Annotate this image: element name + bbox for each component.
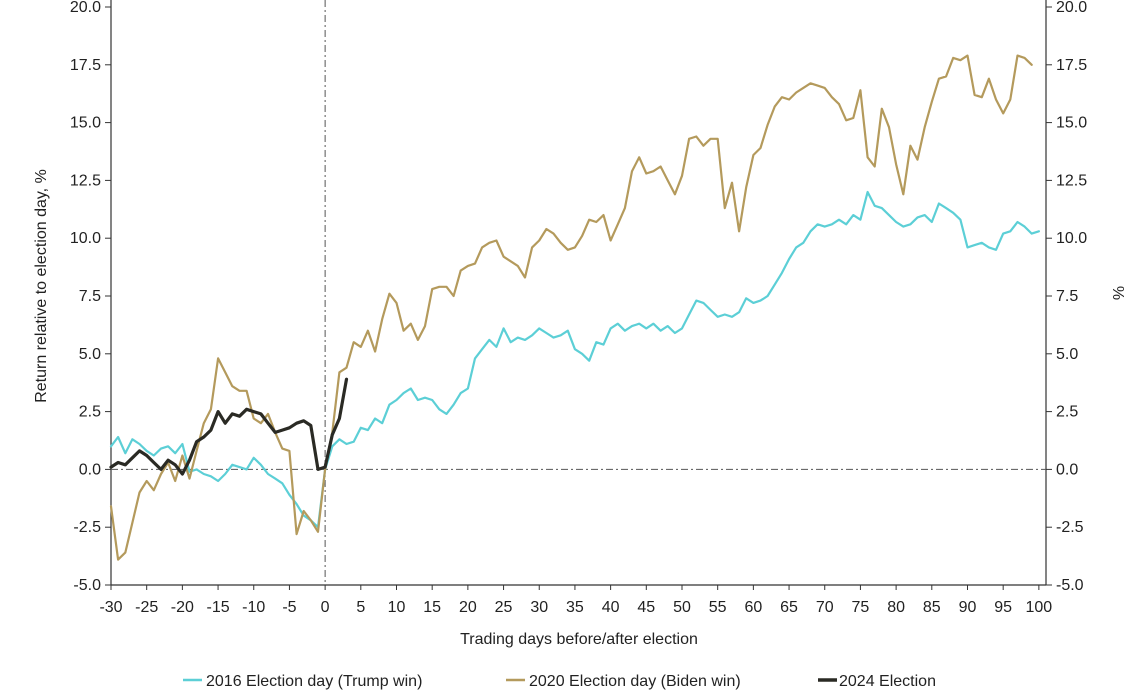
- y-tick-label-right: 0.0: [1056, 461, 1078, 478]
- axes: [110, 0, 1047, 586]
- x-tick-label: 45: [637, 599, 655, 616]
- y-tick-label-right: 15.0: [1056, 115, 1087, 132]
- x-tick-label: -30: [99, 599, 122, 616]
- x-tick-label: 0: [321, 599, 330, 616]
- y-tick-label-right: 2.5: [1056, 404, 1078, 421]
- x-tick-label: 25: [495, 599, 513, 616]
- x-tick-label: 85: [923, 599, 941, 616]
- y-tick-label-right: 10.0: [1056, 230, 1087, 247]
- y-tick-label-left: 2.5: [79, 404, 101, 421]
- y-tick-label-left: 7.5: [79, 288, 101, 305]
- series-line-2016: [109, 190, 1040, 529]
- x-tick-label: -15: [206, 599, 229, 616]
- y-tick-label-left: 5.0: [79, 346, 101, 363]
- y-tick-label-right: -2.5: [1056, 519, 1084, 536]
- x-tick-label: 90: [959, 599, 977, 616]
- series-line-2024: [109, 377, 349, 476]
- x-tick-label: 95: [994, 599, 1012, 616]
- x-tick-label: 65: [780, 599, 798, 616]
- y-tick-label-right: -5.0: [1056, 577, 1084, 594]
- x-tick-label: 50: [673, 599, 691, 616]
- x-tick-label: 5: [356, 599, 365, 616]
- x-tick-label: 40: [602, 599, 620, 616]
- x-tick-label: 10: [388, 599, 406, 616]
- y-tick-label-left: 20.0: [70, 0, 101, 16]
- y-tick-label-right: 7.5: [1056, 288, 1078, 305]
- x-tick-label: 20: [459, 599, 477, 616]
- reference-lines: [111, 0, 1046, 585]
- y-tick-label-left: 0.0: [79, 461, 101, 478]
- x-tick-label: 15: [423, 599, 441, 616]
- x-tick-label: -20: [171, 599, 194, 616]
- x-tick-label: 70: [816, 599, 834, 616]
- x-tick-label: -25: [135, 599, 158, 616]
- series-layer: [109, 54, 1040, 561]
- legend-label: 2024 Election: [839, 673, 936, 690]
- y-tick-label-right: 5.0: [1056, 346, 1078, 363]
- y-axis-left-label: Return relative to election day, %: [33, 169, 50, 403]
- x-tick-label: 35: [566, 599, 584, 616]
- y-tick-label-left: 10.0: [70, 230, 101, 247]
- y-tick-label-left: 12.5: [70, 172, 101, 189]
- x-tick-label: -5: [282, 599, 296, 616]
- x-axis-label: Trading days before/after election: [460, 631, 698, 648]
- y-tick-label-left: -5.0: [73, 577, 101, 594]
- x-tick-label: 80: [887, 599, 905, 616]
- x-tick-label: 75: [852, 599, 870, 616]
- y-axis-left-ticks: -5.0 -2.5 0.0 2.5 5.0 7.5 10.0 12.5 15.0 17.5 20.0: [70, 0, 111, 594]
- x-tick-label: 55: [709, 599, 727, 616]
- x-tick-label: -10: [242, 599, 265, 616]
- y-axis-right-ticks: -5.0 -2.5 0.0 2.5 5.0 7.5 10.0 12.5 15.0 17.5 20.0: [1046, 0, 1087, 594]
- y-tick-label-right: 17.5: [1056, 57, 1087, 74]
- legend: 2016 Election day (Trump win) 2020 Electi…: [183, 673, 936, 690]
- y-tick-label-left: 17.5: [70, 57, 101, 74]
- y-tick-label-right: 20.0: [1056, 0, 1087, 16]
- legend-label: 2020 Election day (Biden win): [529, 673, 741, 690]
- y-tick-label-right: 12.5: [1056, 172, 1087, 189]
- y-axis-right-label: %: [1109, 286, 1126, 300]
- x-tick-label: 100: [1026, 599, 1053, 616]
- x-tick-label: 30: [530, 599, 548, 616]
- legend-label: 2016 Election day (Trump win): [206, 673, 422, 690]
- y-tick-label-left: 15.0: [70, 115, 101, 132]
- y-tick-label-left: -2.5: [73, 519, 101, 536]
- x-tick-label: 60: [744, 599, 762, 616]
- series-line-2020: [109, 54, 1033, 561]
- x-axis-ticks: -30 -25 -20 -15 -10 -5 0 5 10 15 20 25 30 35 40 45 50 55 6…: [99, 585, 1052, 616]
